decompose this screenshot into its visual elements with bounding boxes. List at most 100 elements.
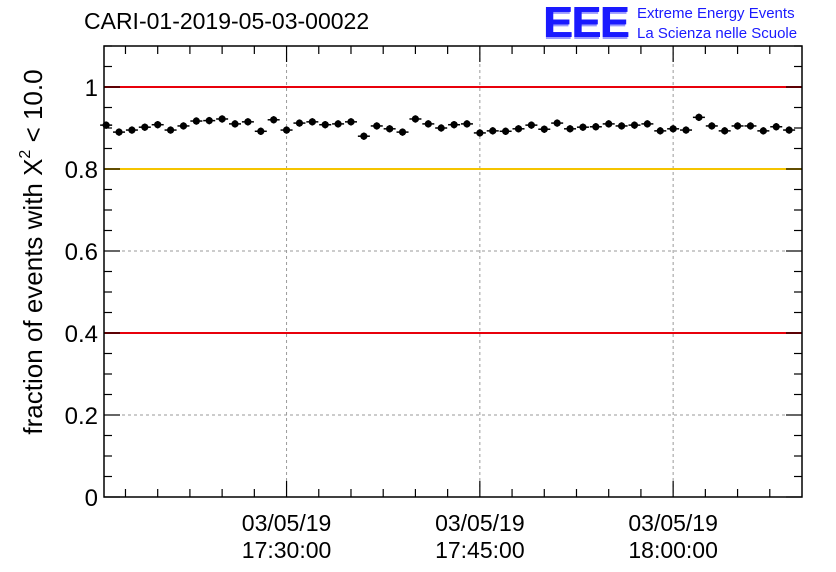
data-point <box>306 118 319 126</box>
y-tick-label: 0.4 <box>65 321 98 348</box>
plot-frame <box>103 45 803 498</box>
point-marker <box>154 121 162 129</box>
point-marker <box>424 120 432 128</box>
point-marker <box>746 122 755 130</box>
data-point <box>538 125 551 133</box>
data-point <box>564 125 577 133</box>
logo-letters: EEE <box>543 0 629 47</box>
data-point <box>705 122 718 130</box>
data-point <box>125 126 138 134</box>
x-tick-date-label: 03/05/19 <box>628 510 718 536</box>
grid-layer <box>104 46 802 497</box>
point-marker <box>386 125 394 133</box>
data-point <box>718 127 731 135</box>
point-marker <box>295 119 304 127</box>
data-point <box>460 120 473 128</box>
point-marker <box>463 120 471 128</box>
point-marker <box>450 121 458 129</box>
data-point <box>435 124 448 132</box>
data-point <box>151 121 164 129</box>
data-point <box>138 123 151 131</box>
tick-labels: 00.20.40.60.8103/05/1917:30:0003/05/1917… <box>65 75 718 563</box>
point-marker <box>643 120 651 128</box>
reference-lines <box>104 86 802 334</box>
data-point <box>190 117 203 125</box>
x-tick-date-label: 03/05/19 <box>242 510 332 536</box>
x-tick-date-label: 03/05/19 <box>435 510 525 536</box>
point-marker <box>360 132 368 140</box>
eee-logo: EEE Extreme Energy Events La Scienza nel… <box>543 0 833 47</box>
data-point <box>357 132 370 140</box>
point-marker <box>192 117 200 125</box>
point-marker <box>270 116 278 124</box>
data-point <box>680 126 693 134</box>
data-point <box>770 123 783 131</box>
data-point <box>241 118 254 126</box>
y-axis-label-sup: 2 <box>17 150 34 159</box>
data-point <box>499 127 512 135</box>
data-points <box>100 113 796 140</box>
point-marker <box>669 125 677 133</box>
y-tick-label: 0.6 <box>65 239 98 266</box>
data-point <box>654 127 667 135</box>
data-point <box>757 127 770 135</box>
data-point <box>177 122 190 130</box>
x-tick-time-label: 18:00:00 <box>628 537 718 563</box>
logo-line-1: Extreme Energy Events <box>637 5 795 22</box>
data-point <box>370 122 383 130</box>
point-marker <box>721 127 729 135</box>
data-point <box>525 121 538 129</box>
y-axis-label-tail: < 10.0 <box>18 69 48 149</box>
point-marker <box>566 125 574 133</box>
data-point <box>164 126 177 134</box>
point-marker <box>489 127 497 135</box>
data-point <box>396 128 409 136</box>
point-marker <box>347 118 355 126</box>
data-point <box>551 119 564 127</box>
point-marker <box>231 120 239 128</box>
data-point <box>280 126 293 134</box>
data-point <box>383 125 396 133</box>
axis-ticks <box>104 45 802 498</box>
data-point <box>602 120 615 128</box>
point-marker <box>398 128 407 136</box>
data-point <box>293 119 306 127</box>
point-marker <box>502 127 510 135</box>
point-marker <box>141 123 149 131</box>
data-point <box>783 126 796 134</box>
data-point <box>409 115 422 123</box>
point-marker <box>772 123 780 131</box>
data-point <box>641 120 654 128</box>
point-marker <box>179 122 188 130</box>
point-marker <box>437 124 445 132</box>
y-tick-label: 0.2 <box>65 403 98 430</box>
data-point <box>229 120 242 128</box>
point-marker <box>785 126 793 134</box>
point-marker <box>592 123 600 131</box>
data-point <box>589 123 602 131</box>
point-marker <box>321 121 329 129</box>
point-marker <box>617 122 626 130</box>
data-point <box>344 118 357 126</box>
data-point <box>628 121 641 129</box>
y-tick-label: 0 <box>85 485 98 512</box>
data-point <box>216 115 229 123</box>
point-marker <box>733 122 742 130</box>
chart-title: CARI-01-2019-05-03-00022 <box>84 8 370 34</box>
point-marker <box>205 117 213 125</box>
data-point <box>512 125 525 133</box>
data-point <box>422 120 435 128</box>
point-marker <box>708 122 716 130</box>
data-point <box>448 121 461 129</box>
data-point <box>576 123 589 131</box>
data-point <box>615 122 628 130</box>
point-marker <box>656 127 664 135</box>
data-point <box>667 125 680 133</box>
point-marker <box>630 121 639 129</box>
logo-line-2: La Scienza nelle Scuole <box>637 25 798 42</box>
y-axis-label: fraction of events with X2 < 10.0 <box>17 69 48 434</box>
point-marker <box>695 113 703 121</box>
data-point <box>692 113 705 122</box>
point-marker <box>282 126 291 134</box>
